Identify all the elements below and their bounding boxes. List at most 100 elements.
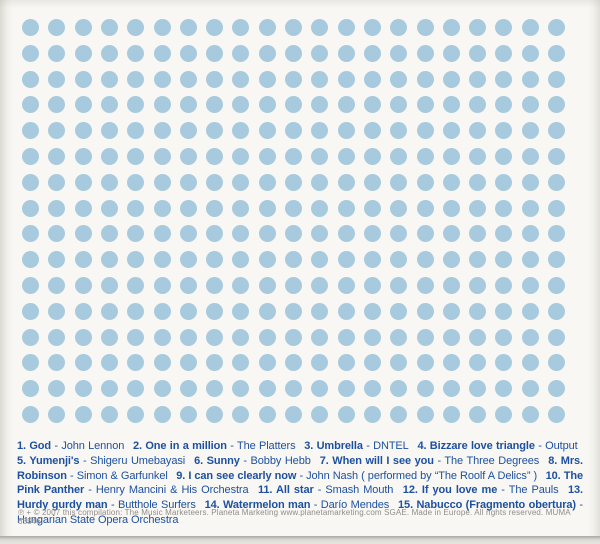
polka-dot: [179, 225, 197, 243]
track-artist: - The Three Degrees: [433, 454, 540, 467]
polka-dot: [22, 251, 39, 269]
polka-dot: [469, 406, 487, 423]
polka-dot: [495, 406, 513, 423]
polka-dot: [232, 199, 250, 217]
polka-dot: [48, 70, 66, 88]
polka-dot: [153, 70, 171, 88]
polka-dot: [363, 302, 381, 320]
polka-dot: [521, 277, 539, 294]
polka-dot: [548, 380, 565, 398]
track: 13. Hurdy gurdy man - Butthole Surfers: [17, 484, 583, 511]
polka-dot: [232, 225, 250, 243]
polka-dot: [153, 122, 171, 140]
polka-dot: [206, 199, 224, 217]
polka-dot: [442, 302, 460, 320]
polka-dot: [232, 122, 250, 140]
polka-dot: [258, 406, 276, 423]
polka-dot: [363, 70, 381, 88]
polka-dot: [548, 148, 565, 165]
polka-dot: [416, 19, 434, 36]
polka-dot: [232, 44, 250, 62]
track-number-title: 4. Bizzare love triangle: [417, 440, 535, 452]
polka-dot: [258, 70, 276, 88]
polka-dot: [153, 406, 171, 423]
track: 6. Sunny - Bobby Hebb: [194, 455, 311, 467]
polka-dot: [100, 302, 118, 320]
polka-dot: [337, 70, 355, 88]
track-number-title: 8. Mrs. Robinson: [17, 454, 583, 482]
polka-dot: [337, 148, 355, 165]
polka-dot: [127, 19, 145, 36]
polka-dot: [22, 19, 39, 36]
polka-dot: [22, 148, 39, 165]
polka-dot: [285, 19, 302, 36]
polka-dot: [521, 225, 539, 243]
polka-dot: [469, 199, 487, 217]
polka-dot: [548, 225, 565, 243]
polka-dot: [74, 199, 92, 217]
polka-dot: [127, 173, 145, 191]
polka-dot: [390, 354, 408, 372]
polka-dot: [48, 122, 66, 140]
polka-dot: [311, 302, 329, 320]
polka-dot: [311, 70, 329, 88]
polka-dot: [390, 380, 408, 398]
polka-dot: [206, 354, 224, 372]
polka-dot: [179, 96, 197, 114]
polka-dot: [311, 251, 329, 269]
polka-dot: [548, 406, 565, 423]
polka-dot: [258, 173, 276, 191]
track-number-title: 15. Nabucco (Fragmento obertura): [398, 499, 576, 512]
polka-dot: [495, 302, 513, 320]
polka-dot: [48, 406, 66, 423]
polka-dot: [48, 148, 66, 165]
polka-dot: [48, 302, 66, 320]
polka-dot: [153, 354, 171, 372]
polka-dot: [258, 380, 276, 398]
polka-dot: [22, 122, 39, 140]
polka-dot: [74, 44, 92, 62]
polka-dot: [311, 354, 329, 372]
polka-dot: [153, 251, 171, 269]
polka-dot: [416, 148, 434, 165]
polka-dot: [22, 328, 39, 346]
polka-dot: [285, 328, 302, 346]
polka-dot: [521, 251, 539, 269]
polka-dot: [548, 302, 565, 320]
polka-dot: [548, 96, 565, 114]
polka-dot: [548, 199, 565, 217]
track-number-title: 12. If you love me: [402, 484, 498, 497]
polka-dot: [48, 225, 66, 243]
polka-dot: [206, 251, 224, 269]
polka-dot: [390, 96, 408, 114]
polka-dot: [100, 380, 118, 398]
polka-dot: [363, 251, 381, 269]
polka-dot: [48, 277, 66, 294]
polka-dot: [521, 44, 539, 62]
polka-dot: [100, 406, 118, 423]
polka-dot: [442, 406, 460, 423]
polka-dot: [48, 251, 66, 269]
polka-dot: [442, 44, 460, 62]
track: 8. Mrs. Robinson - Simon & Garfunkel: [17, 455, 583, 482]
polka-dot: [495, 122, 513, 140]
polka-dot: [521, 328, 539, 346]
polka-dot: [337, 199, 355, 217]
polka-dot: [521, 302, 539, 320]
track: 7. When will I see you - The Three Degre…: [320, 454, 540, 467]
polka-dot: [311, 277, 329, 294]
polka-dot: [285, 406, 302, 423]
polka-dot: [495, 19, 513, 36]
track-artist: - John Lennon: [51, 440, 125, 452]
polka-dot: [363, 44, 381, 62]
polka-dot: [100, 122, 118, 140]
polka-dot: [285, 199, 302, 217]
polka-dot: [311, 44, 329, 62]
polka-dot: [127, 277, 145, 294]
polka-dot: [206, 328, 224, 346]
polka-dot: [416, 302, 434, 320]
polka-dot: [495, 251, 513, 269]
polka-dot: [416, 173, 434, 191]
polka-dot: [363, 199, 381, 217]
